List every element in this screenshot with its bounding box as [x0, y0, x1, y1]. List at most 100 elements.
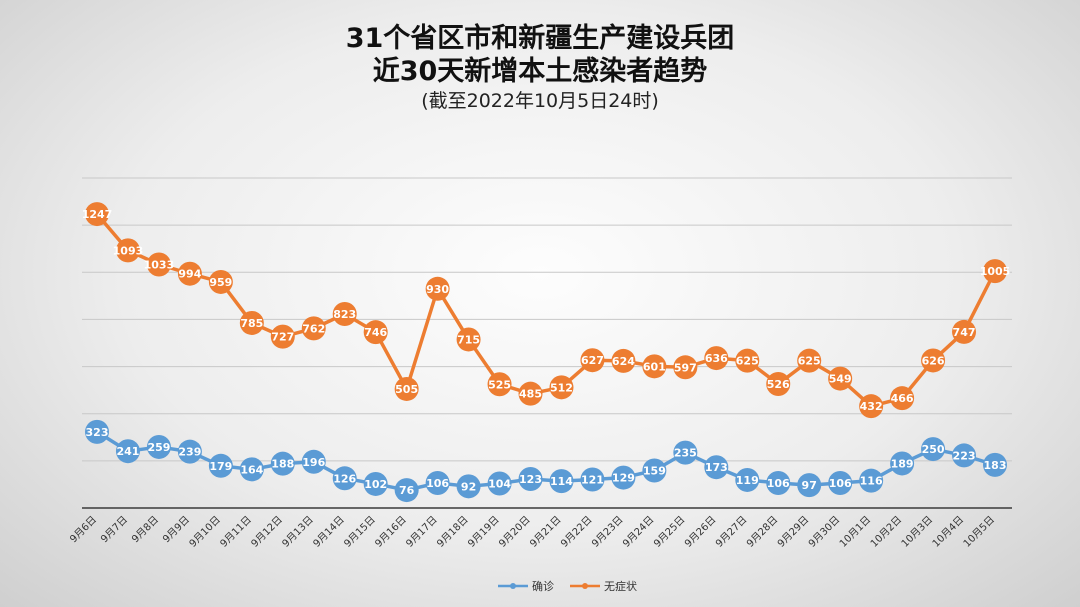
data-point-marker: [859, 468, 884, 493]
chart-title-line3: (截至2022年10月5日24时): [421, 90, 659, 112]
data-point-marker: [363, 320, 388, 345]
x-tick-label: 9月17日: [404, 514, 440, 550]
data-point: 747: [952, 319, 977, 344]
x-tick-label: 9月6日: [67, 514, 99, 546]
data-point: 624: [611, 348, 636, 373]
data-point-marker: [332, 466, 357, 491]
data-label: 1005: [980, 265, 1011, 278]
data-point-marker: [239, 457, 264, 482]
legend-label: 无症状: [604, 579, 637, 593]
data-label: 930: [426, 283, 449, 296]
data-label: 994: [178, 268, 201, 281]
data-point: 259: [146, 434, 171, 459]
data-label: 1093: [113, 244, 144, 257]
data-point: 746: [363, 320, 388, 345]
data-label: 715: [457, 333, 480, 346]
data-point: 189: [890, 451, 915, 476]
data-point: 505: [394, 376, 419, 401]
data-label: 597: [674, 361, 697, 374]
data-point: 1005: [980, 259, 1011, 284]
data-point: 785: [239, 310, 264, 335]
data-label: 601: [643, 360, 666, 373]
legend-item: 无症状: [570, 579, 637, 593]
data-point-marker: [85, 419, 109, 444]
data-label: 241: [116, 445, 139, 458]
data-point-marker: [735, 467, 760, 492]
x-tick-label: 9月11日: [218, 514, 254, 550]
data-point: 123: [518, 467, 543, 492]
x-tick-label: 9月22日: [558, 514, 594, 550]
data-point-marker: [487, 372, 512, 397]
data-label: 121: [581, 473, 604, 486]
data-point: 1247: [82, 202, 113, 227]
x-tick-label: 9月15日: [342, 514, 378, 550]
data-label: 102: [364, 478, 387, 491]
x-tick-label: 10月1日: [837, 514, 873, 550]
data-point-marker: [487, 471, 512, 496]
data-point-marker: [642, 458, 667, 483]
data-point: 597: [673, 355, 698, 380]
data-point-marker: [332, 302, 357, 327]
data-point: 173: [704, 455, 729, 480]
data-point: 196: [301, 449, 326, 474]
x-tick-label: 9月23日: [589, 514, 625, 550]
data-point: 627: [580, 348, 605, 373]
data-point: 97: [797, 473, 822, 498]
data-point: 432: [859, 394, 884, 419]
legend-item: 确诊: [498, 579, 554, 593]
data-point-marker: [115, 439, 140, 464]
data-label: 126: [333, 472, 356, 485]
data-label: 624: [612, 355, 635, 368]
data-label: 164: [240, 463, 263, 476]
data-point: 183: [983, 452, 1007, 477]
x-tick-label: 9月21日: [527, 514, 563, 550]
x-tick-label: 9月10日: [187, 514, 223, 550]
data-point: 1093: [113, 238, 144, 263]
x-tick-label: 9月16日: [373, 514, 409, 550]
data-point: 106: [425, 471, 450, 496]
data-point-marker: [983, 452, 1007, 477]
x-tick-label: 10月2日: [868, 514, 904, 550]
series-line-1: [95, 212, 997, 408]
data-label: 627: [581, 354, 604, 367]
data-point: 1033: [144, 252, 175, 277]
data-label: 1033: [144, 259, 175, 272]
data-point-marker: [704, 455, 729, 480]
data-point-marker: [85, 202, 109, 227]
data-point: 601: [642, 354, 667, 379]
data-point: 625: [797, 348, 822, 373]
data-point-marker: [580, 348, 605, 373]
data-label: 512: [550, 381, 573, 394]
x-tick-label: 9月18日: [435, 514, 471, 550]
data-label: 526: [767, 378, 790, 391]
data-point: 116: [859, 468, 884, 493]
data-label: 179: [209, 460, 232, 473]
data-point-marker: [208, 269, 233, 294]
data-point: 241: [115, 439, 140, 464]
data-label: 762: [302, 322, 325, 335]
data-point: 235: [673, 440, 698, 465]
data-point-marker: [394, 376, 419, 401]
data-label: 259: [147, 441, 170, 454]
x-tick-label: 9月25日: [651, 514, 687, 550]
series-points: 323 241 259 239 179 164 188 196 126 102 76 106 92 104…: [82, 202, 1011, 503]
data-point-marker: [456, 327, 481, 352]
x-tick-label: 9月30日: [806, 514, 842, 550]
data-point-marker: [549, 469, 574, 494]
data-point: 223: [952, 443, 977, 468]
data-point: 159: [642, 458, 667, 483]
data-point-marker: [146, 252, 171, 277]
data-label: 183: [984, 459, 1007, 472]
data-point-marker: [549, 375, 574, 400]
x-tick-label: 9月24日: [620, 514, 656, 550]
legend-marker: [582, 583, 588, 589]
data-label: 106: [829, 477, 852, 490]
data-label: 1247: [82, 208, 113, 221]
data-label: 223: [953, 449, 976, 462]
data-point-marker: [270, 451, 295, 476]
data-point-marker: [704, 346, 729, 371]
data-point-marker: [518, 381, 543, 406]
data-point-marker: [952, 443, 977, 468]
data-point-marker: [208, 453, 233, 478]
data-label: 323: [86, 426, 109, 439]
